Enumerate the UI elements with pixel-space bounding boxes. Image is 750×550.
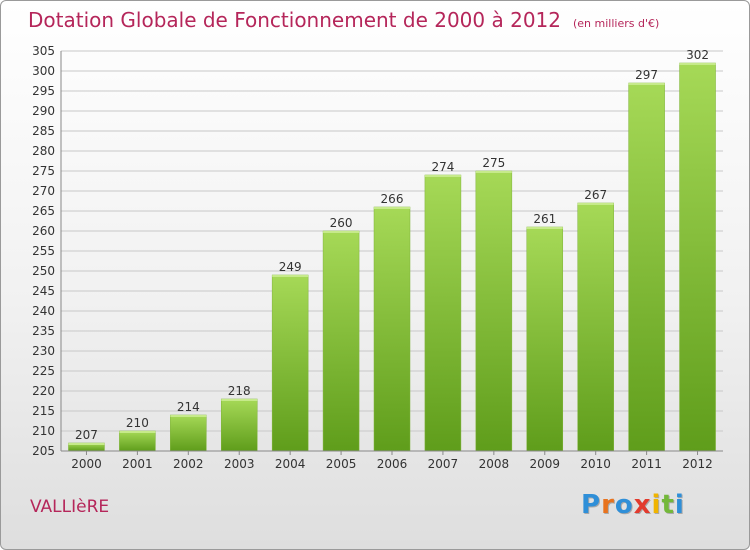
bar-2007	[424, 174, 462, 452]
y-tick-label: 290	[32, 104, 55, 118]
bar-value-label: 249	[279, 260, 302, 274]
bar-highlight	[475, 171, 512, 173]
bar-value-label: 260	[330, 216, 353, 230]
y-tick-label: 280	[32, 144, 55, 158]
y-tick-label: 270	[32, 184, 55, 198]
bar-highlight	[170, 415, 207, 417]
bar-value-label: 302	[686, 48, 709, 62]
y-tick-label: 255	[32, 244, 55, 258]
bar-value-label: 266	[381, 192, 404, 206]
bar-highlight	[374, 207, 410, 209]
x-tick-label: 2012	[682, 457, 713, 471]
y-tick-label: 220	[32, 384, 55, 398]
bar-value-label: 261	[533, 212, 556, 226]
bar-highlight	[221, 399, 258, 401]
y-tick-label: 250	[32, 264, 55, 278]
x-tick-label: 2008	[479, 457, 510, 471]
bar-highlight	[323, 231, 360, 233]
y-tick-label: 225	[32, 364, 55, 378]
bar-highlight	[679, 63, 716, 65]
y-tick-label: 210	[32, 424, 55, 438]
y-tick-label: 265	[32, 204, 55, 218]
y-tick-label: 235	[32, 324, 55, 338]
y-tick-label: 300	[32, 64, 55, 78]
bar-2012	[679, 62, 716, 452]
x-tick-label: 2002	[173, 457, 204, 471]
x-tick-label: 2006	[377, 457, 408, 471]
y-tick-label: 305	[32, 44, 55, 58]
x-tick-label: 2011	[631, 457, 662, 471]
y-tick-label: 295	[32, 84, 55, 98]
bar-value-label: 297	[635, 68, 658, 82]
bar-2003	[220, 398, 258, 452]
bar-value-label: 274	[431, 160, 454, 174]
bar-highlight	[272, 275, 309, 277]
bar-highlight	[119, 431, 156, 433]
proxiti-logo: Proxiti	[581, 490, 685, 520]
bar-value-label: 275	[482, 156, 505, 170]
y-tick-label: 240	[32, 304, 55, 318]
bar-highlight	[628, 83, 665, 85]
y-tick-label: 215	[32, 404, 55, 418]
x-tick-label: 2007	[428, 457, 459, 471]
x-tick-label: 2003	[224, 457, 255, 471]
bar-highlight	[68, 443, 105, 445]
bar-2010	[577, 202, 614, 452]
y-tick-label: 260	[32, 224, 55, 238]
x-tick-label: 2005	[326, 457, 357, 471]
y-tick-label: 285	[32, 124, 55, 138]
bar-2006	[373, 206, 411, 452]
x-tick-label: 2010	[580, 457, 611, 471]
bar-2008	[475, 170, 513, 452]
bar-2009	[526, 226, 564, 452]
x-tick-label: 2004	[275, 457, 306, 471]
x-tick-label: 2009	[529, 457, 560, 471]
bars: 207 210 214 218 249 260 266 274 275 261 267 297 302	[68, 48, 716, 452]
bar-value-label: 207	[75, 428, 98, 442]
bar-highlight	[424, 175, 461, 177]
bar-2011	[628, 82, 665, 452]
axes: 205 210 215 220 225 230 235 240 245 250 255 260 265 2…	[32, 44, 723, 471]
y-tick-label: 275	[32, 164, 55, 178]
x-tick-label: 2001	[122, 457, 153, 471]
chart-title: Dotation Globale de Fonctionnement de 20…	[28, 8, 659, 32]
bar-highlight	[526, 227, 563, 229]
bar-2002	[170, 414, 207, 452]
bar-2005	[322, 230, 360, 452]
y-tick-label: 205	[32, 444, 55, 458]
bar-value-label: 214	[177, 400, 200, 414]
bar-2001	[119, 430, 156, 452]
title-text: Dotation Globale de Fonctionnement de 20…	[28, 8, 561, 32]
y-tick-label: 230	[32, 344, 55, 358]
bar-value-label: 267	[584, 188, 607, 202]
location-name: VALLIèRE	[30, 497, 110, 517]
bar-value-label: 218	[228, 384, 251, 398]
y-tick-label: 245	[32, 284, 55, 298]
x-tick-label: 2000	[71, 457, 102, 471]
bar-highlight	[577, 203, 614, 205]
bar-value-label: 210	[126, 416, 149, 430]
bar-2004	[271, 274, 309, 452]
unit-text: (en milliers d'€)	[573, 17, 660, 30]
